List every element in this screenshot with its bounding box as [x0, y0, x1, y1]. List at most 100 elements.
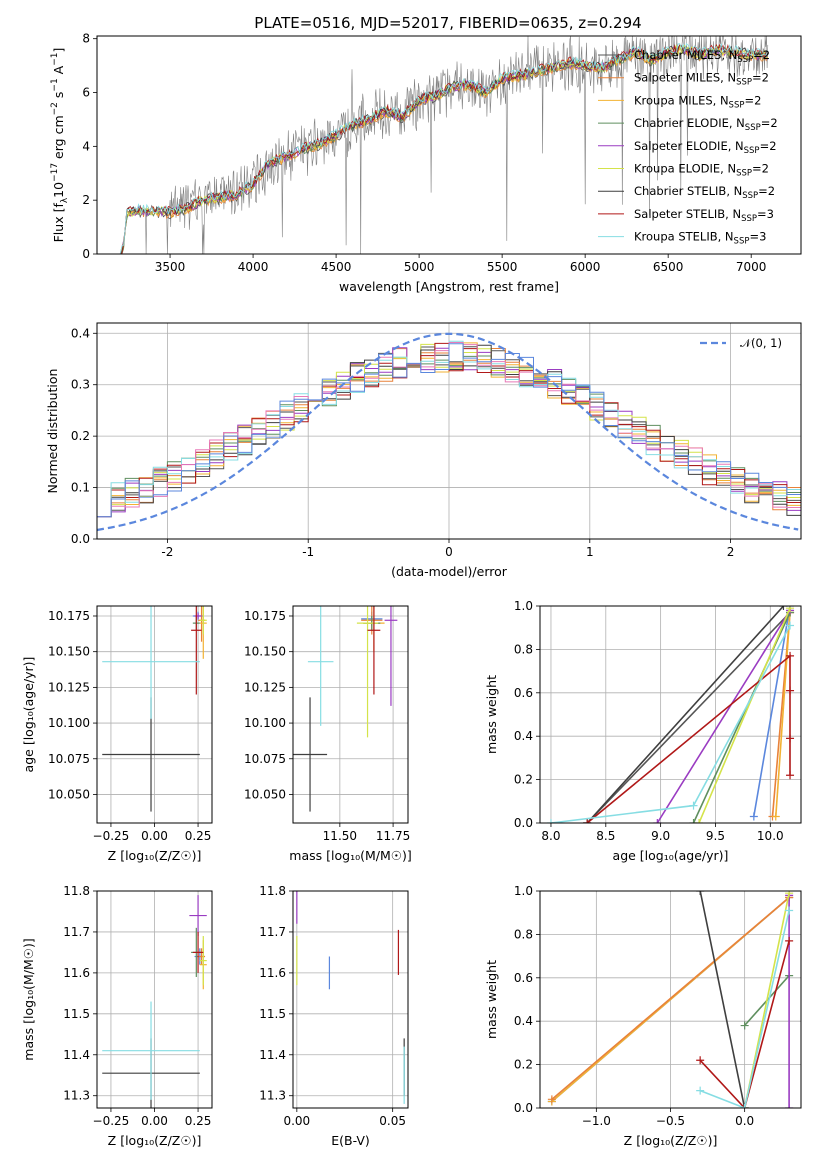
plot-area	[293, 606, 408, 823]
legend-entry: Salpeter ELODIE, NSSP=2	[634, 139, 777, 156]
x-tick-label: 1	[586, 545, 594, 559]
massweight-vs-metallicity-panel: −1.0 −0.5 0.0 0.0 0.2 0.4 0.6 0.8 1.0 Z [log₁₀(Z/…	[484, 884, 802, 1148]
y-tick-label: 11.4	[259, 1048, 286, 1062]
x-tick-label: 0.25	[185, 1114, 212, 1128]
mass-weight-line	[699, 910, 790, 1108]
y-axis-label: Flux [fλ10−17 erg cm−2 s−1 A−1]	[50, 48, 70, 243]
axes-frame	[96, 322, 802, 540]
residual-histogram-panel: -2 -1 0 1 2 0.0 0.1 0.2 0.3 0.4 (data-model)/error…	[45, 322, 802, 579]
legend-text: =2	[761, 116, 778, 130]
mass-weight-marker	[786, 734, 795, 743]
legend-text: =3	[749, 230, 766, 244]
x-axis-label: E(B-V)	[331, 1133, 370, 1148]
y-tick-label: 11.8	[259, 884, 286, 898]
mass-weight-marker	[785, 891, 794, 898]
legend-subscript: SSP	[737, 55, 753, 65]
y-tick-label: 10.125	[48, 680, 90, 694]
legend-text: Kroupa ELODIE, N	[634, 162, 736, 176]
mass-weight-marker	[786, 621, 795, 630]
y-tick-label: 0.8	[514, 927, 533, 941]
mass-weight-marker	[786, 686, 795, 695]
y-tick-label: 2	[82, 193, 90, 207]
legend-text: Salpeter STELIB, N	[634, 207, 741, 221]
y-tick-label: 1.0	[514, 884, 533, 898]
x-tick-label: −0.5	[656, 1114, 685, 1128]
x-axis-label: Z [log₁₀(Z/Z☉)]	[624, 1133, 718, 1148]
x-tick-label: 2	[727, 545, 735, 559]
plot-area	[540, 606, 801, 823]
y-tick-label: 0.0	[71, 532, 90, 546]
x-tick-label: −0.25	[93, 1114, 130, 1128]
mass-weight-marker	[740, 1021, 749, 1030]
x-tick-label: 9.5	[706, 829, 725, 843]
plot-area	[97, 891, 212, 1108]
x-tick-label: 4500	[321, 260, 352, 274]
legend-entry: Kroupa ELODIE, NSSP=2	[634, 162, 769, 179]
mass-weight-marker	[740, 1104, 749, 1108]
mass-weight-line	[586, 606, 785, 823]
x-tick-label: 9.0	[651, 829, 670, 843]
legend-text: Chabrier STELIB, N	[634, 184, 742, 198]
x-tick-label: 0	[445, 545, 453, 559]
y-tick-label: 11.6	[63, 966, 90, 980]
y-axis-label-part: s	[51, 92, 66, 103]
legend-subscript: SSP	[729, 100, 745, 110]
plot-area	[293, 891, 408, 1108]
normal-distribution-curve	[97, 332, 799, 532]
plot-area	[540, 891, 801, 1108]
x-tick-label: 8.0	[541, 829, 560, 843]
legend-subscript: SSP	[744, 146, 760, 156]
mass-weight-line	[775, 612, 791, 817]
x-axis-label: mass [log₁₀(M/M☉)]	[289, 848, 411, 863]
y-tick-label: 0.1	[71, 481, 90, 495]
axes-frame	[96, 890, 213, 1109]
mass-weight-line	[550, 625, 791, 823]
y-axis-label-part: A	[51, 65, 66, 78]
legend-text: Salpeter ELODIE, N	[634, 139, 744, 153]
residual-histogram-step	[97, 342, 801, 518]
legend-text: =2	[752, 71, 769, 85]
mass-weight-marker	[785, 906, 794, 915]
x-tick-label: -1	[302, 545, 314, 559]
legend-text: Chabrier ELODIE, N	[634, 116, 745, 130]
axes-frame	[292, 605, 409, 824]
legend-text: Kroupa STELIB, N	[634, 230, 734, 244]
y-tick-label: 10.075	[48, 752, 90, 766]
y-tick-label: 11.6	[259, 966, 286, 980]
axes-frame	[96, 35, 802, 255]
observed-spectrum-line	[120, 36, 769, 254]
legend-subscript: SSP	[741, 214, 757, 224]
mass-weight-line	[586, 611, 791, 823]
legend-entry: Chabrier ELODIE, NSSP=2	[634, 116, 778, 133]
y-tick-label: 4	[82, 139, 90, 153]
y-axis-label-part: λ	[60, 197, 70, 203]
mass-weight-marker	[689, 801, 698, 810]
y-axis-label-part: −2	[50, 102, 60, 115]
legend-entry: Salpeter MILES, NSSP=2	[634, 71, 769, 88]
y-tick-label: 10.125	[244, 680, 286, 694]
y-tick-label: 0.4	[514, 1014, 533, 1028]
mass-weight-marker	[785, 1104, 794, 1108]
age-vs-mass-panel: 11.50 11.75 10.050 10.075 10.100 10.125 10.150…	[244, 605, 412, 863]
y-tick-label: 10.175	[244, 609, 286, 623]
y-tick-label: 10.150	[244, 645, 286, 659]
plot-area	[97, 323, 801, 539]
legend-text: =2	[753, 48, 770, 62]
massweight-vs-age-panel: 8.0 8.5 9.0 9.5 10.0 0.0 0.2 0.4 0.6 0.8 1.0 age [l…	[484, 599, 802, 863]
x-axis-label: Z [log₁₀(Z/Z☉)]	[108, 848, 202, 863]
legend-subscript: SSP	[736, 78, 752, 88]
legend-entry: Kroupa MILES, NSSP=2	[634, 93, 761, 110]
x-axis-label: (data-model)/error	[391, 564, 508, 579]
legend-subscript: SSP	[742, 191, 758, 201]
legend-subscript: SSP	[745, 123, 761, 133]
model-spectrum-line	[119, 42, 769, 254]
legend-text: =2	[758, 184, 775, 198]
x-axis-label: age [log₁₀(age/yr)]	[613, 848, 729, 863]
plot-area	[119, 36, 769, 254]
y-tick-label: 0.2	[71, 429, 90, 443]
mass-weight-marker	[583, 819, 592, 823]
legend-text: =2	[752, 162, 769, 176]
legend-text: Chabrier MILES, N	[634, 48, 737, 62]
y-tick-label: 10.100	[244, 716, 286, 730]
